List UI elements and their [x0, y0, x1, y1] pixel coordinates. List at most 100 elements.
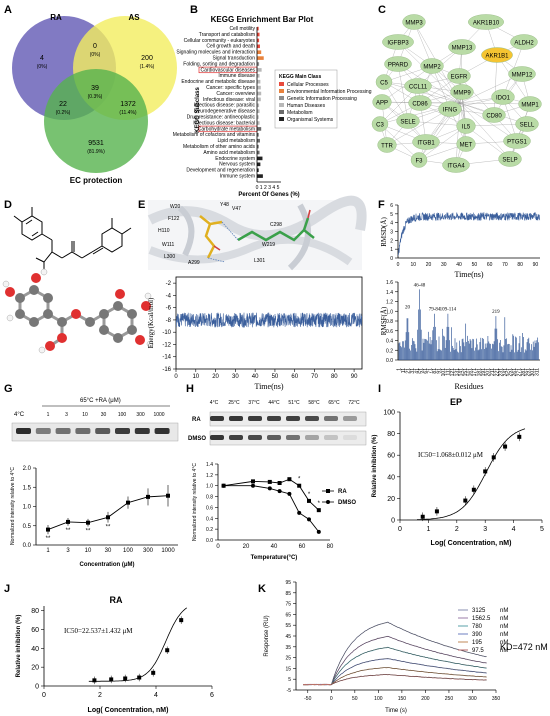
rmsf-x-tick-label: 231: [499, 368, 505, 377]
rmsf-x-tick-label: 261: [512, 368, 518, 377]
kegg-subclass-label: Lipid metabolism: [217, 138, 255, 144]
k-y-tick-label: 45: [285, 634, 291, 640]
g-significance: **: [86, 529, 91, 535]
rmsf-x-tick-label: 61: [423, 368, 429, 374]
h-y-tick-label: 1.2: [206, 473, 213, 479]
h-point-dmso: [221, 483, 226, 488]
h-blot-band: [210, 435, 224, 440]
network-node-label: SELE: [400, 119, 415, 125]
network-edge: [459, 102, 511, 160]
g-point: [106, 515, 110, 520]
network-node: [408, 95, 432, 111]
g-lane-labels: 1 3 10 30 100 300 1000: [47, 412, 165, 418]
h-x-tick-label: 80: [327, 544, 334, 550]
rmsf-x-tick-label: 11: [401, 368, 407, 373]
g-lane-label: 30: [101, 412, 107, 418]
network-node-label: IL5: [462, 124, 471, 130]
panel-letter-j: J: [4, 583, 10, 595]
network-node: [510, 34, 538, 50]
rmsd-x-label: Time(ns): [454, 270, 483, 279]
energy-x-tick-label: 60: [291, 374, 298, 380]
network-node-label: ALDH2: [514, 40, 534, 46]
h-point-dmso: [267, 486, 272, 491]
kegg-subclass-label: Signal transduction: [212, 56, 255, 62]
kegg-bar: [257, 168, 259, 172]
h-temperature-label: 4°C: [210, 400, 219, 406]
network-edge: [458, 75, 467, 127]
kegg-legend-entry: Genetic Information Processing: [287, 96, 357, 102]
network-node-label: MET: [460, 142, 473, 148]
k-x-tick-label: 200: [421, 696, 430, 702]
rmsd-y-tick-label: 1: [390, 247, 393, 253]
energy-y-tick-label: -16: [162, 367, 171, 373]
g-x-tick-label: 1000: [161, 548, 175, 554]
kegg-legend-swatch: [279, 96, 284, 100]
venn-count-as-ec: 1372: [120, 101, 136, 108]
j-annotation: IC50=22.537±1.432 μM: [64, 627, 133, 635]
k-legend-value: 195: [472, 640, 483, 646]
kegg-subclass-label: Signaling molecules and interaction: [176, 50, 255, 56]
network-node: [515, 116, 539, 132]
network-edge: [459, 102, 518, 142]
rmsf-y-tick-label: 1.0: [386, 309, 393, 315]
kegg-bar: [257, 85, 261, 90]
j-y-tick-label: 0: [35, 684, 39, 691]
panel-letter-h: H: [186, 383, 194, 395]
k-legend-value: 780: [472, 624, 483, 630]
h-blot-band: [229, 416, 243, 421]
network-node: [371, 116, 389, 132]
rmsf-x-tick-label: 171: [472, 368, 478, 377]
rmsd-x-tick-label: 10: [410, 262, 416, 268]
kegg-bar: [257, 97, 261, 102]
kegg-subclass-label: Cancer: overview: [216, 91, 255, 97]
g-x-tick-label: 100: [123, 548, 134, 554]
panel-letter-i: I: [378, 383, 381, 395]
kegg-subclass-label: Transport and catabolism: [199, 32, 255, 38]
docking-residue-labels: W20 Y48 H110 W111 L300 W219 V47 A299 L301 F122 C29…: [158, 202, 282, 266]
panel-d: D: [2, 199, 154, 354]
rmsd-x-tick-label: 50: [472, 262, 478, 268]
network-edge: [459, 102, 531, 105]
docking-residue-label: W111: [162, 242, 175, 248]
energy-x-tick-label: 10: [192, 374, 199, 380]
h-legend-ra: RA: [338, 489, 347, 495]
network-node: [384, 56, 412, 72]
g-point: [66, 519, 70, 524]
g-dose-chart: 0.0 0.5 1.0 1.5 2.0 1 ** 3 ** 10 ** 30 ** 100 300 1000: [23, 466, 178, 554]
kegg-legend-title: KEGG Main Class: [279, 74, 321, 80]
energy-y-tick-label: -14: [162, 355, 171, 361]
j-point: [179, 618, 184, 623]
h-point-dmso: [277, 489, 282, 494]
rmsf-x-tick-label: 221: [494, 368, 500, 377]
kegg-subclass-label: Infectious disease: viral: [203, 97, 255, 103]
network-node: [503, 133, 531, 149]
h-blot-band: [343, 435, 357, 440]
g-blot-band: [115, 428, 130, 434]
network-node: [402, 14, 426, 30]
rmsf-x-tick-label: 201: [485, 368, 491, 377]
h-point-ra: [267, 479, 272, 484]
k-y-tick-label: -5: [287, 688, 292, 694]
network-node-label: MMP3: [405, 20, 423, 26]
docking-residue-label: L301: [254, 258, 265, 264]
kegg-subclass-label: Development and regeneration: [186, 168, 255, 174]
network-node-label: EGFR: [451, 74, 468, 80]
kegg-bar: [257, 144, 259, 149]
energy-y-tick-label: -12: [162, 342, 171, 348]
kegg-subclass-label: Carbohydrate metabolism: [198, 126, 255, 132]
kegg-bar: [257, 26, 259, 31]
network-node-label: MMP1: [521, 102, 539, 108]
kegg-bar: [257, 174, 263, 178]
rmsf-x-tick-label: 111: [445, 368, 451, 376]
k-legend-unit: nM: [500, 632, 508, 638]
network-node: [382, 34, 414, 50]
kegg-subclass-label: Nervous system: [219, 162, 255, 168]
k-sensorgram-curve: [303, 674, 487, 686]
j-point: [165, 648, 170, 653]
rmsf-x-tick-label: 301: [530, 368, 536, 377]
energy-x-tick-label: 40: [252, 374, 259, 380]
panel-letter-f: F: [378, 199, 385, 211]
energy-x-ticks: 0 10 20 30 40 50 60 70 80 90: [174, 369, 358, 380]
h-point-ra: [251, 479, 255, 484]
